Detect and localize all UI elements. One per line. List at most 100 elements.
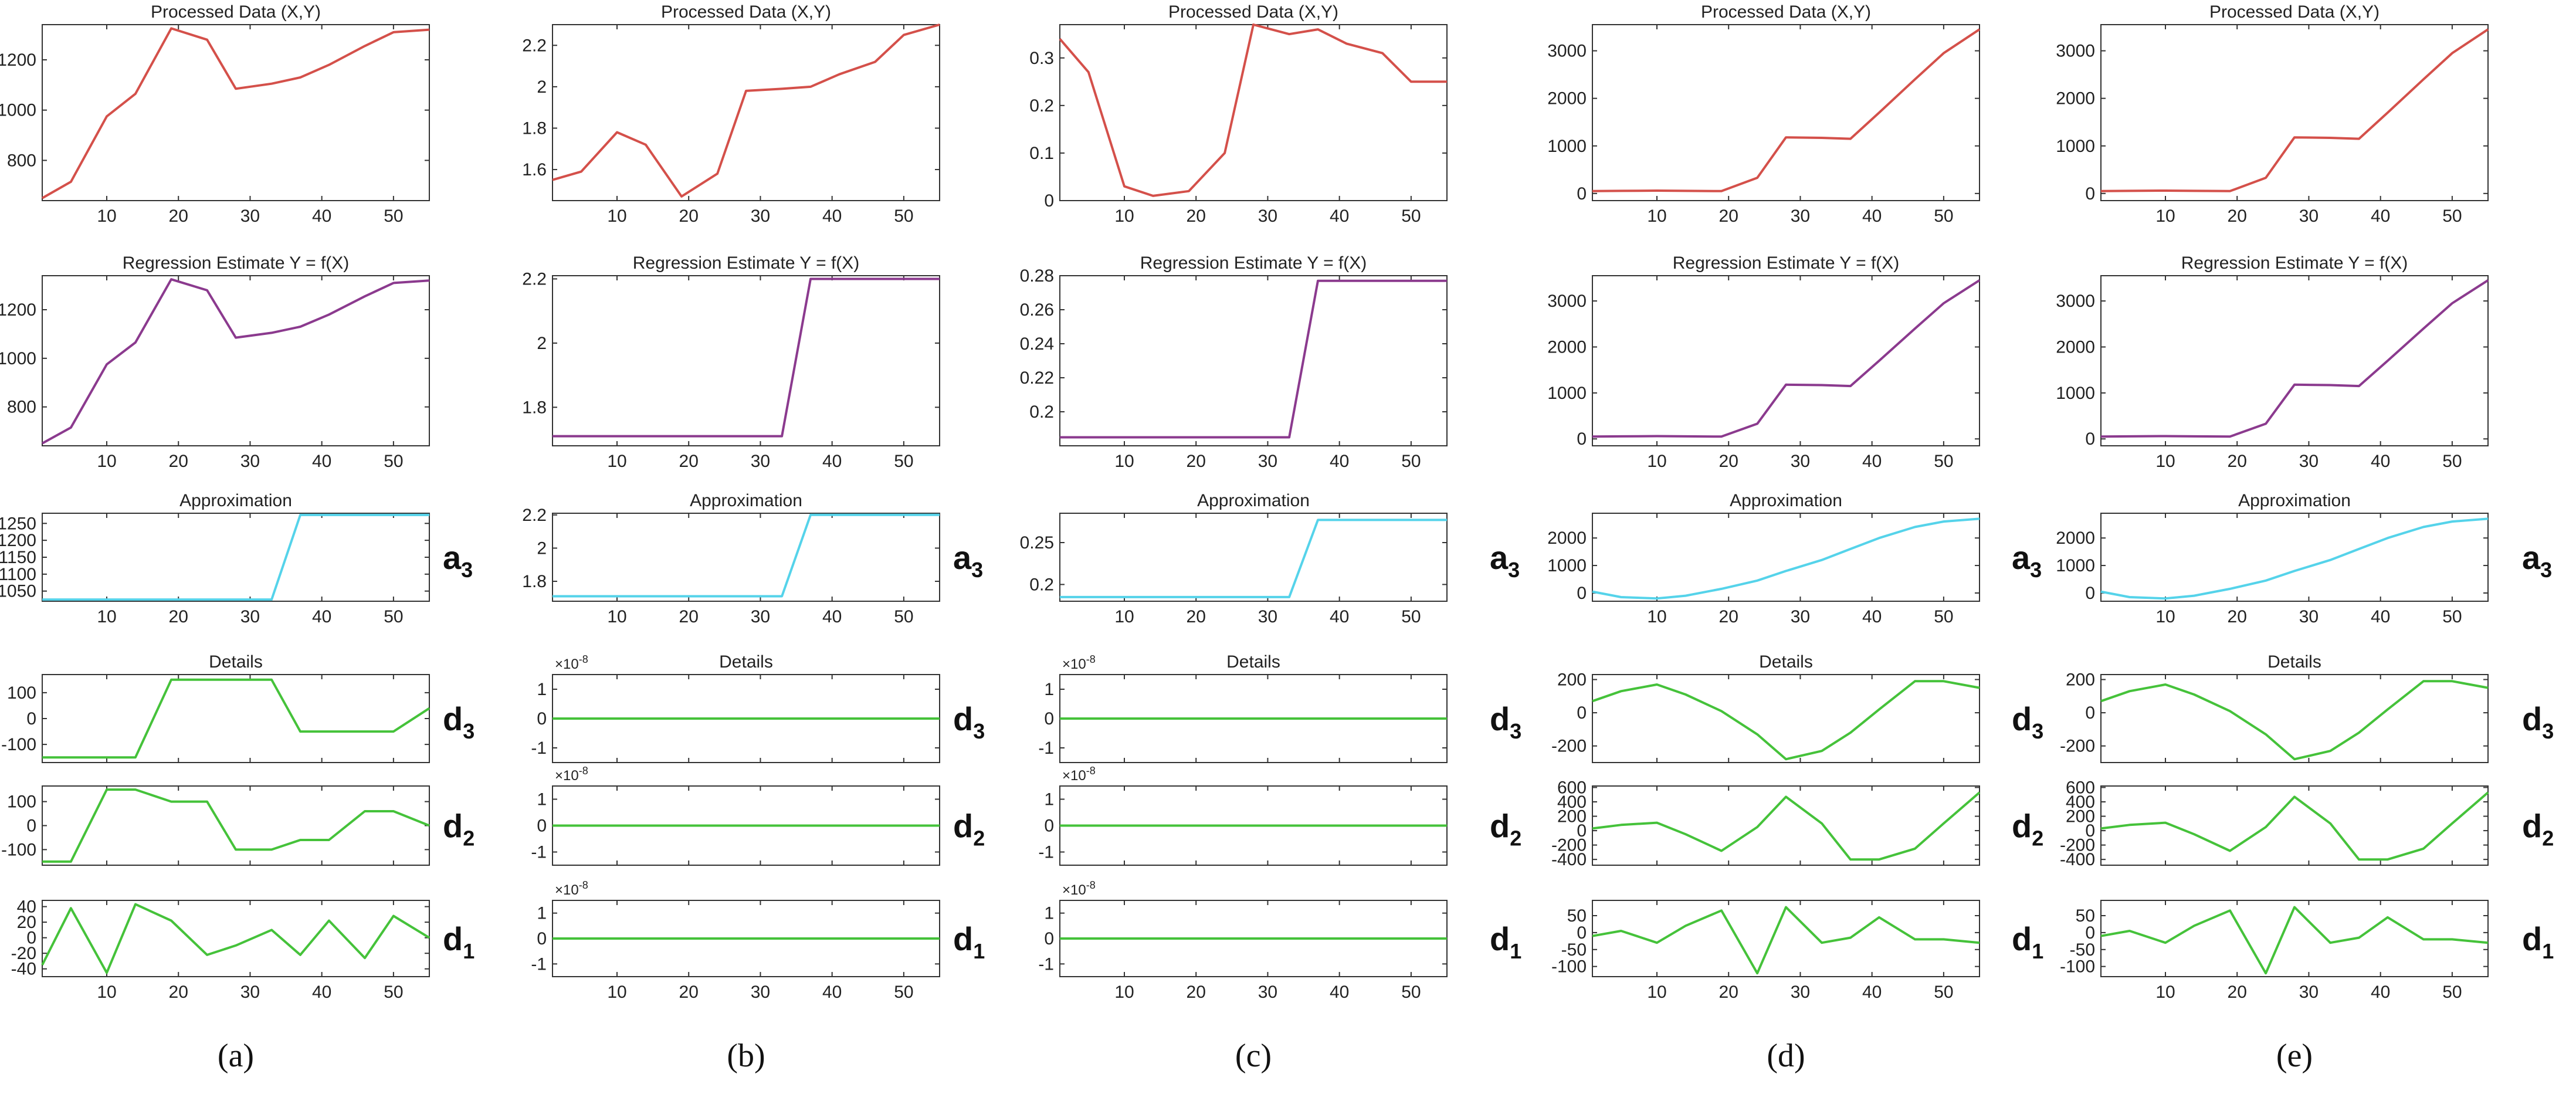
panel-b-detail-d1-plot-xtick-label: 30: [751, 983, 770, 1002]
panel-d-regression-plot: Regression Estimate Y = f(X) 0 1000 2000 300…: [1547, 253, 1981, 471]
panel-a-approximation-plot-ytick-label: 1100: [0, 565, 36, 584]
panel-e-processed-plot-ytick-label: 3000: [2056, 42, 2095, 61]
panel-e-processed-plot-xtick-label: 30: [2299, 206, 2319, 226]
panel-b-regression-plot: Regression Estimate Y = f(X) 1.8 2 2.2 10 20 3…: [522, 253, 940, 471]
panel-e-approximation-plot: Approximation 0 1000 2000 10 20 30 40 50 a3: [2056, 491, 2552, 626]
panel-d-caption: (d): [1767, 1038, 1805, 1074]
panel-b: Processed Data (X,Y)1.61.822.210 20 30 40 50…: [522, 2, 985, 1074]
panel-e-regression-plot-title: Regression Estimate Y = f(X): [2181, 253, 2408, 273]
panel-a-detail-d1-plot-xtick-label: 40: [312, 983, 331, 1002]
panel-c-detail-d2-plot-ytick-label: 0: [1044, 817, 1054, 836]
panel-b-processed-plot-ytick-label: 2.2: [522, 36, 547, 55]
panel-b-regression-plot-series-line: [553, 277, 940, 438]
panel-e-detail-d3-plot-band-label: d3: [2522, 700, 2554, 743]
panel-c-processed-plot-xtick-label: 20: [1187, 206, 1206, 226]
panel-e-detail-d2-plot-ytick-label: 400: [2066, 792, 2095, 812]
panel-b-detail-d1-plot-multiplier-exponent: -8: [579, 879, 588, 891]
panel-e-detail-d1-plot-xtick-label: 30: [2299, 983, 2319, 1002]
panel-b-processed-plot-title: Processed Data (X,Y): [661, 2, 831, 22]
panel-a-approximation-plot-band-label: a3: [443, 539, 473, 582]
panel-e-processed-plot-xtick-label: 40: [2371, 206, 2390, 226]
panel-d-regression-plot-xtick-label: 20: [1719, 452, 1738, 471]
panel-b-detail-d1-plot-multiplier: ×10-8: [555, 879, 588, 898]
panel-e-processed-plot-series-line: [2100, 28, 2489, 192]
panel-a-detail-d3-plot-band-label: d3: [443, 700, 474, 743]
panel-b-detail-d3-plot-ytick-label: 1: [537, 680, 547, 699]
panel-a-processed-plot-ytick-label: 800: [7, 151, 36, 170]
panel-b-detail-d3-plot-multiplier-exponent: -8: [579, 653, 588, 665]
panel-e-processed-plot-frame: [2100, 24, 2489, 201]
panel-b-approximation-plot-title: Approximation: [690, 491, 802, 510]
panel-c-regression-plot-xtick-label: 50: [1401, 452, 1421, 471]
panel-d-approximation-plot-xtick-label: 50: [1934, 607, 1953, 626]
panel-d-detail-d3-plot-title: Details: [1759, 652, 1813, 672]
panel-e-detail-d2-plot-band-label: d2: [2522, 808, 2554, 851]
panel-c-detail-d3-plot-ytick-label: 1: [1044, 680, 1054, 699]
panel-d-processed-plot-xtick-label: 30: [1791, 206, 1810, 226]
panel-b-regression-plot-xtick-label: 50: [894, 452, 913, 471]
panel-c-detail-d1-plot-ytick-label: 0: [1044, 929, 1054, 948]
panel-d-approximation-plot-xtick-label: 20: [1719, 607, 1738, 626]
panel-d-detail-d1-plot-band-label: d1: [2012, 920, 2043, 963]
panel-e-detail-d1-plot-band-index: 1: [2542, 939, 2554, 963]
panel-e-detail-d2-plot-ytick-label: 0: [2085, 821, 2095, 841]
panel-a-detail-d1-plot-ytick-label: 0: [26, 929, 36, 948]
panel-e-regression-plot-ytick-label: 0: [2085, 429, 2095, 449]
panel-c-detail-d3-plot-band-label: d3: [1490, 700, 1521, 743]
panel-c-regression-plot-ytick-label: 0.26: [1020, 300, 1054, 320]
panel-e-processed-plot-xtick-label: 20: [2228, 206, 2247, 226]
panel-e-approximation-plot-band-letter: a: [2522, 539, 2541, 576]
panel-d-detail-d2-plot-band-label: d2: [2012, 808, 2043, 851]
panel-a-detail-d1-plot-xtick-label: 20: [169, 983, 188, 1002]
panel-a-regression-plot-ytick-label: 1000: [0, 349, 36, 368]
panel-e-caption: (e): [2276, 1038, 2313, 1074]
panel-b-processed-plot-frame: [552, 24, 940, 201]
panel-e-detail-d2-plot-frame: [2100, 785, 2489, 866]
panel-d-processed-plot-ytick-label: 3000: [1547, 42, 1587, 61]
panel-d-regression-plot-ytick-label: 2000: [1547, 337, 1587, 357]
panel-a-detail-d2-plot: -100 0 100 d2: [1, 785, 474, 866]
panel-e-detail-d1-plot-band-letter: d: [2522, 920, 2542, 957]
panel-b-approximation-plot-xtick-label: 20: [679, 607, 699, 626]
panel-a-approximation-plot-xtick-label: 40: [312, 607, 331, 626]
panel-c-detail-d3-plot-ytick-label: -1: [1038, 738, 1054, 758]
panel-e-detail-d1-plot-band-label: d1: [2522, 920, 2554, 963]
panel-c-detail-d1-plot-multiplier-base: ×10: [1062, 882, 1086, 898]
panel-a-detail-d3-plot: Details -100 0 100 d3: [1, 652, 474, 763]
panel-c-processed-plot-ytick-label: 0.3: [1029, 49, 1054, 68]
panel-c-regression-plot-ytick-label: 0.22: [1020, 368, 1054, 388]
panel-d-detail-d1-plot-xtick-label: 40: [1862, 983, 1882, 1002]
panel-d-approximation-plot-xtick-label: 40: [1862, 607, 1882, 626]
panel-c-approximation-plot-xtick-label: 30: [1258, 607, 1277, 626]
panel-a-processed-plot-ytick-label: 1000: [0, 101, 36, 120]
panel-d-detail-d2-plot-band-letter: d: [2012, 808, 2032, 845]
panel-c-detail-d1-plot-multiplier-exponent: -8: [1086, 879, 1096, 891]
panel-c-detail-d2-plot-multiplier-exponent: -8: [1086, 765, 1096, 777]
panel-d-regression-plot-title: Regression Estimate Y = f(X): [1673, 253, 1900, 273]
panel-c-detail-d1-plot-xtick-label: 50: [1401, 983, 1421, 1002]
panel-b-detail-d1-plot-ytick-label: 1: [537, 904, 547, 923]
panel-a-detail-d1-plot-ytick-label: -20: [11, 944, 36, 963]
panel-b-detail-d2-plot-multiplier: ×10-8: [555, 765, 588, 784]
panel-b-detail-d1-plot-xtick-label: 10: [607, 983, 626, 1002]
panel-a-detail-d2-plot-band-letter: d: [443, 808, 463, 845]
panel-a-approximation-plot-series-line: [42, 513, 429, 601]
panel-b-approximation-plot-band-letter: a: [953, 539, 972, 576]
panel-a-processed-plot-xtick-label: 50: [384, 206, 403, 226]
panel-c-detail-d2-plot-band-index: 2: [1510, 826, 1521, 851]
panel-b-detail-d1-plot-ytick-label: 0: [537, 929, 547, 948]
panel-e-detail-d1-plot-series-line: [2100, 906, 2489, 975]
panel-d-processed-plot-xtick-label: 10: [1647, 206, 1666, 226]
panel-e-processed-plot-ytick-label: 2000: [2056, 89, 2095, 109]
panel-b-regression-plot-xtick-label: 30: [751, 452, 770, 471]
panel-c-detail-d1-plot-multiplier: ×10-8: [1062, 879, 1096, 898]
panel-a-regression-plot-xtick-label: 10: [97, 452, 116, 471]
panel-b-processed-plot: Processed Data (X,Y) 1.6 1.8 2 2.2 10 20 30 40 50: [522, 2, 940, 226]
panel-a-regression-plot-title: Regression Estimate Y = f(X): [123, 253, 350, 273]
panel-c-processed-plot-xtick-label: 10: [1114, 206, 1134, 226]
panel-a-detail-d1-plot-xtick-label: 50: [384, 983, 403, 1002]
